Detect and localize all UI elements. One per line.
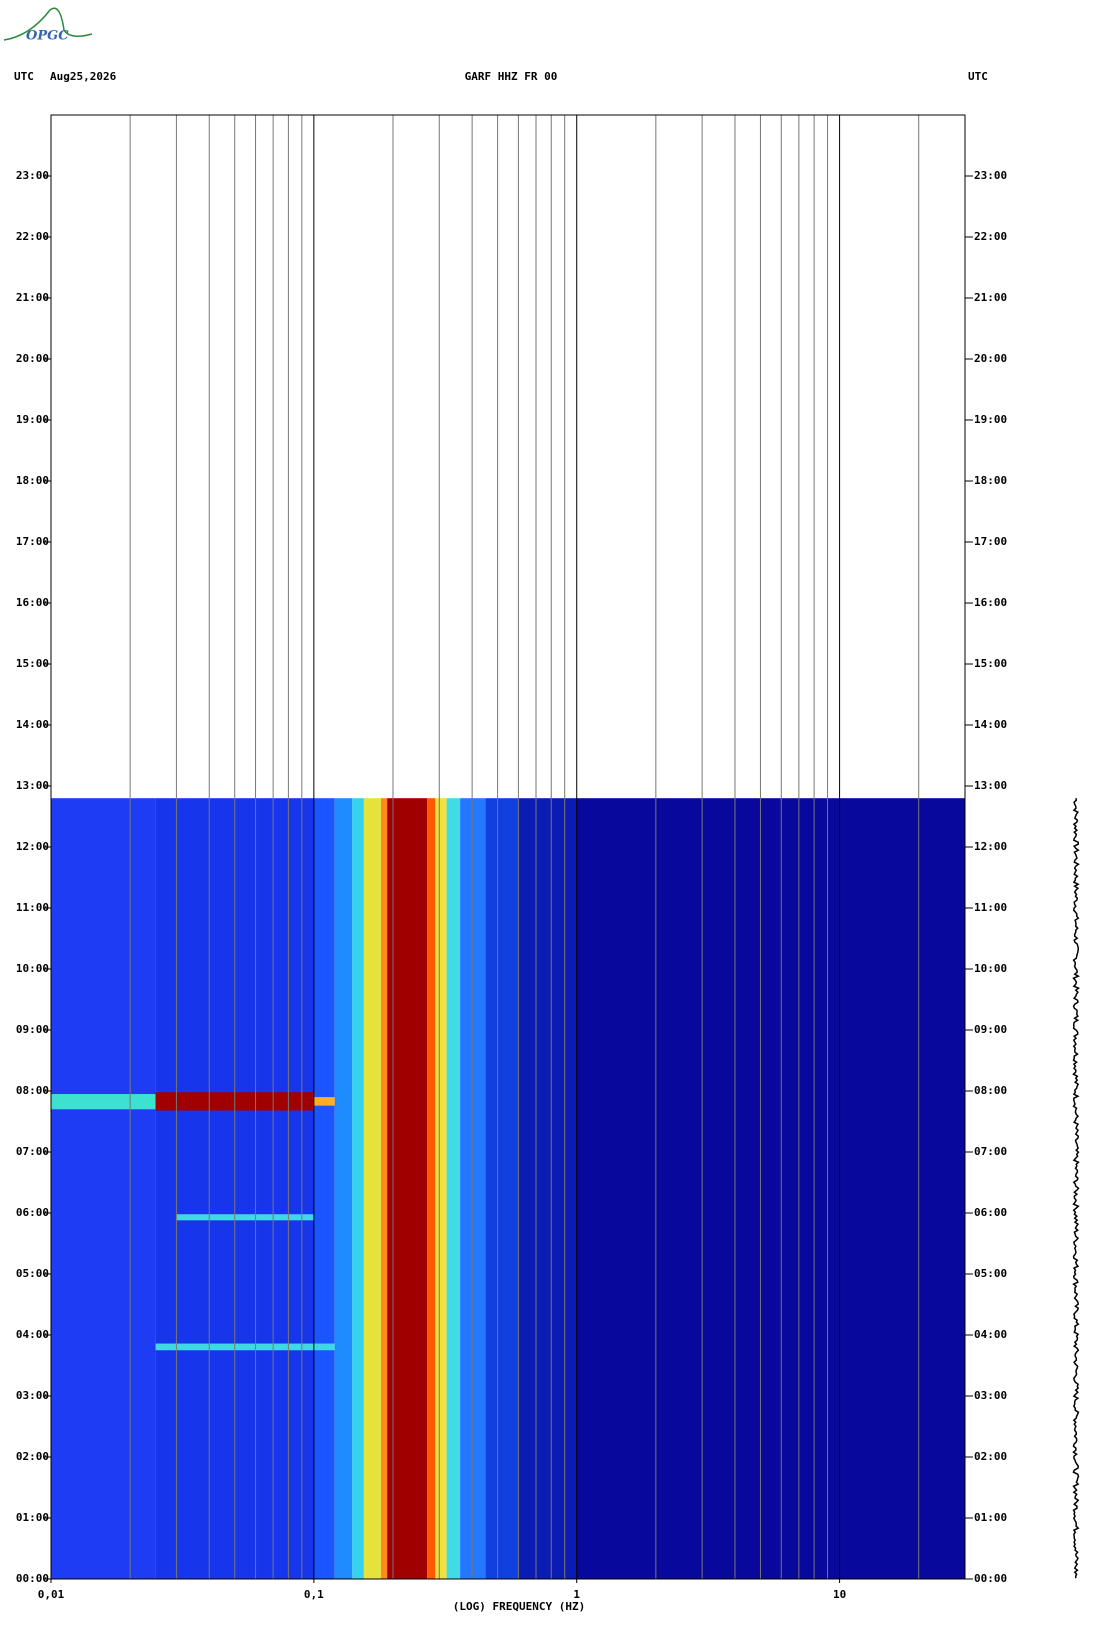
- y-tick-label-right: 12:00: [974, 840, 1007, 853]
- x-tick-label: 1: [573, 1588, 580, 1601]
- y-tick-label: 05:00: [16, 1267, 49, 1280]
- y-tick-label-right: 06:00: [974, 1206, 1007, 1219]
- y-tick-label: 00:00: [16, 1572, 49, 1585]
- event: [51, 1094, 156, 1110]
- y-tick-label: 20:00: [16, 352, 49, 365]
- spectrogram-cell: [427, 798, 436, 1579]
- y-tick-label: 10:00: [16, 962, 49, 975]
- seismic-trace: [1072, 798, 1080, 1579]
- left-label: UTC: [14, 70, 34, 83]
- y-tick-label: 15:00: [16, 657, 49, 670]
- y-tick-label-right: 13:00: [974, 779, 1007, 792]
- y-tick-label-right: 02:00: [974, 1450, 1007, 1463]
- x-axis-label: (LOG) FREQUENCY (HZ): [453, 1600, 585, 1613]
- y-tick-label: 14:00: [16, 718, 49, 731]
- y-tick-label-right: 19:00: [974, 413, 1007, 426]
- y-tick-label: 04:00: [16, 1328, 49, 1341]
- y-tick-label-right: 09:00: [974, 1023, 1007, 1036]
- spectrogram-cell: [363, 798, 381, 1579]
- spectrogram-cell: [518, 798, 577, 1579]
- spectrogram-cell: [313, 798, 335, 1579]
- y-tick-label: 23:00: [16, 169, 49, 182]
- y-tick-label: 07:00: [16, 1145, 49, 1158]
- y-tick-label: 17:00: [16, 535, 49, 548]
- y-tick-label-right: 07:00: [974, 1145, 1007, 1158]
- y-tick-label-right: 22:00: [974, 230, 1007, 243]
- y-tick-label: 12:00: [16, 840, 49, 853]
- y-tick-label: 18:00: [16, 474, 49, 487]
- y-tick-label: 11:00: [16, 901, 49, 914]
- y-tick-label: 01:00: [16, 1511, 49, 1524]
- y-tick-label-right: 21:00: [974, 291, 1007, 304]
- y-tick-label-right: 11:00: [974, 901, 1007, 914]
- spectrogram-cell: [576, 798, 965, 1579]
- y-tick-label-right: 17:00: [974, 535, 1007, 548]
- spectrogram-cell: [51, 798, 156, 1579]
- y-tick-label-right: 00:00: [974, 1572, 1007, 1585]
- spectrogram-cell: [446, 798, 461, 1579]
- y-tick-label-right: 18:00: [974, 474, 1007, 487]
- y-tick-label: 19:00: [16, 413, 49, 426]
- y-tick-label-right: 05:00: [974, 1267, 1007, 1280]
- x-tick-label: 0,01: [38, 1588, 65, 1601]
- y-tick-label: 09:00: [16, 1023, 49, 1036]
- spectrogram-cell: [435, 798, 447, 1579]
- logo-curve: [3, 7, 93, 41]
- x-tick-label: 0,1: [304, 1588, 324, 1601]
- event: [176, 1214, 314, 1221]
- y-tick-label: 13:00: [16, 779, 49, 792]
- y-tick-label-right: 04:00: [974, 1328, 1007, 1341]
- spectrogram-cell: [485, 798, 519, 1579]
- y-tick-label-right: 15:00: [974, 657, 1007, 670]
- y-tick-label: 16:00: [16, 596, 49, 609]
- spectrogram-cell: [334, 798, 353, 1579]
- y-tick-label-right: 23:00: [974, 169, 1007, 182]
- event: [155, 1343, 335, 1351]
- y-tick-label-right: 03:00: [974, 1389, 1007, 1402]
- y-tick-label: 03:00: [16, 1389, 49, 1402]
- event: [313, 1097, 335, 1106]
- chart-title: GARF HHZ FR 00: [465, 70, 558, 83]
- x-tick-label: 10: [833, 1588, 846, 1601]
- y-tick-label-right: 16:00: [974, 596, 1007, 609]
- date: Aug25,2026: [50, 70, 117, 83]
- y-tick-label: 22:00: [16, 230, 49, 243]
- logo: OPGC: [3, 7, 93, 44]
- spectrogram-cell: [387, 798, 428, 1579]
- y-tick-label-right: 01:00: [974, 1511, 1007, 1524]
- y-tick-label: 02:00: [16, 1450, 49, 1463]
- y-tick-label-right: 14:00: [974, 718, 1007, 731]
- y-tick-label-right: 10:00: [974, 962, 1007, 975]
- y-tick-label: 08:00: [16, 1084, 49, 1097]
- y-tick-label-right: 20:00: [974, 352, 1007, 365]
- spectrogram-cell: [460, 798, 486, 1579]
- right-label: UTC: [968, 70, 988, 83]
- spectrogram-cell: [352, 798, 364, 1579]
- y-tick-label: 06:00: [16, 1206, 49, 1219]
- y-tick-label: 21:00: [16, 291, 49, 304]
- y-tick-label-right: 08:00: [974, 1084, 1007, 1097]
- spectrogram-cell: [380, 798, 388, 1579]
- logo-text: OPGC: [26, 29, 69, 44]
